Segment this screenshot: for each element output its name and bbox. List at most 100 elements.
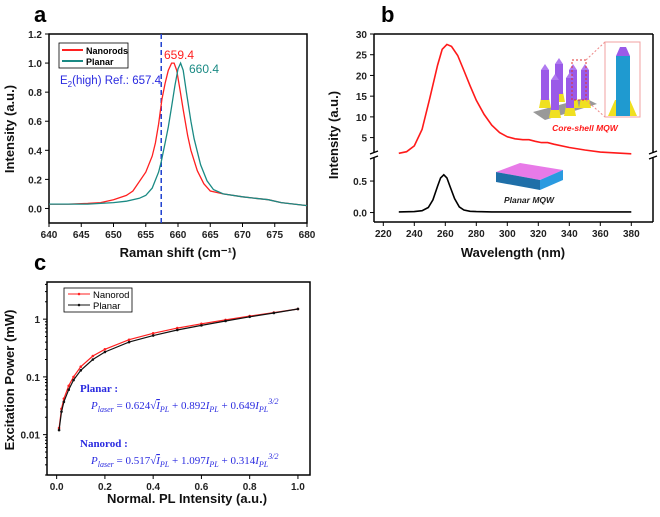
subscript-pl: PL [208,405,219,414]
axis-break-mark [369,155,379,160]
symbol-i: I [155,455,161,467]
nanorod-shell [551,80,559,110]
plus: + [219,455,231,467]
core-shell-nanorod-illustration [533,41,641,120]
x-tick-label: 665 [202,230,219,241]
x-tick-label: 680 [299,230,316,241]
x-tick-label: 640 [41,230,58,241]
ref-label-e: E [60,75,68,87]
chart-a-raman: 640 645 650 655 660 665 670 675 680 0.0 0.2 0.4 0.6 0… [2,30,316,260]
coefficient-a: 0.517 [125,455,150,467]
zoom-tip [616,47,630,56]
planar-mqw-illustration [496,163,563,190]
symbol-i: I [205,400,211,412]
data-point [127,338,131,342]
x-tick-label: 380 [623,229,640,240]
reference-label: E2(high) Ref.: 657.4 [60,75,162,89]
y-axis-label: Intensity (a.u.) [326,91,341,179]
series-line-planar [49,61,308,207]
x-tick-label: 655 [137,230,154,241]
y-tick-label: 30 [356,30,368,41]
legend-label: Nanorod [93,290,129,301]
nanorod-shell [581,70,589,100]
planar-top [496,163,563,180]
coefficient-c: 0.314 [230,455,255,467]
series-line-planar [58,308,298,431]
plus: + [169,455,181,467]
peak-label-nanorods: 659.4 [164,48,194,62]
data-point [103,348,107,351]
peak-label-planar: 660.4 [189,62,219,76]
legend-label: Planar [86,57,114,67]
symbol-i: I [155,400,161,412]
data-point [151,331,155,335]
x-tick-label: 320 [530,229,547,240]
subscript-pl: PL [208,460,219,469]
nanorod-tip [555,58,563,64]
subscript-laser: laser [98,405,115,414]
y-axis-label: Excitation Power (mW) [2,310,17,451]
symbol-i: I [254,455,260,467]
x-tick-label: 360 [592,229,609,240]
data-point [272,311,276,315]
x-tick-label: 340 [561,229,578,240]
y-tick-label: 10 [356,113,368,124]
symbol-i: I [205,455,211,467]
equals: = [114,455,126,467]
nanorod-base [549,108,561,118]
subscript-pl: PL [159,460,170,469]
data-point [248,315,251,319]
nanorod-tip [569,64,577,70]
legend-label: Nanorods [86,46,128,56]
zoom-core [616,56,630,116]
nanorod-base [564,106,576,116]
symbol-p: P [90,455,98,467]
formula-equation: Plaser = 0.624√IPL + 0.892IPL + 0.649IPL… [90,397,278,414]
panel-label-b: b [381,2,394,27]
formula-heading: Planar : [80,383,118,395]
y-tick-label: 0.8 [28,88,42,99]
data-point [72,375,75,379]
y-tick-label: 0.5 [353,177,367,188]
nanorod-tip [541,64,549,70]
y-tick-label: 0.0 [353,209,367,220]
y-tick-label: 1.2 [28,30,42,41]
ref-label-text: (high) Ref.: 657.4 [72,75,161,87]
x-axis-label: Normal. PL Intensity (a.u.) [107,491,267,506]
nanorod-tip [566,72,574,78]
data-point [79,369,83,372]
coefficient-a: 0.624 [125,400,150,412]
data-point [103,350,107,354]
axis-break-mark [369,150,379,155]
nanorod-tip [581,64,589,70]
data-point [67,384,71,388]
exponent: 3/2 [267,397,278,406]
sqrt-sign: √ [150,400,157,412]
coefficient-b: 0.892 [181,400,206,412]
series-line-planar [398,173,632,213]
x-tick-label: 260 [437,229,454,240]
zoom-line [585,99,606,118]
x-tick-label: 675 [266,230,283,241]
data-point [60,410,63,413]
panel-label-c: c [34,250,46,275]
data-point [224,319,227,323]
data-point [127,340,131,344]
data-point [91,358,95,361]
series-line-nanorod [58,308,298,429]
y-tick-label: 25 [356,51,368,62]
x-tick-label: 670 [234,230,251,241]
y-tick-label: 0.4 [28,146,42,157]
coefficient-c: 0.649 [230,400,255,412]
coefficient-b: 1.097 [181,455,206,467]
axis-break-mark [648,155,658,160]
x-tick-label: 0.4 [146,482,160,493]
planar-mqw-label: Planar MQW [504,195,555,205]
panel-label-a: a [34,2,47,27]
x-tick-label: 650 [105,230,122,241]
data-point [57,428,61,432]
subscript-laser: laser [98,460,115,469]
y-tick-label: 0.1 [26,373,40,384]
legend-marker [77,303,81,307]
x-tick-label: 1.0 [291,482,305,493]
